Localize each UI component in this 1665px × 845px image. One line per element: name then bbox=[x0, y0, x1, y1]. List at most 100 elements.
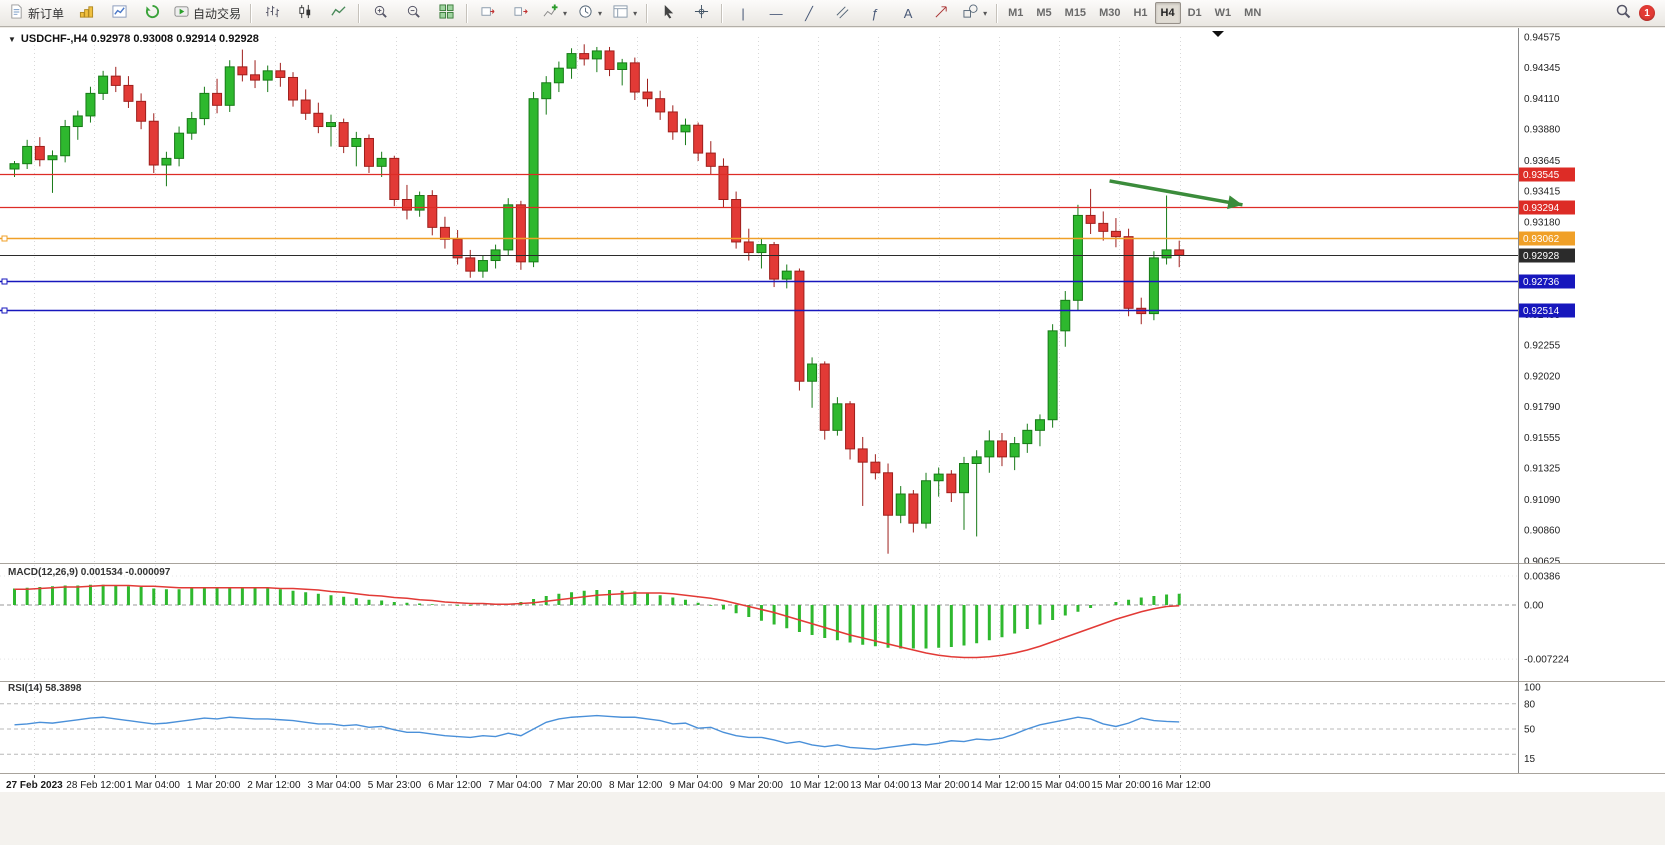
svg-text:7 Mar 20:00: 7 Mar 20:00 bbox=[549, 780, 603, 791]
line-chart-button[interactable] bbox=[322, 1, 354, 25]
chart-area: ▼ USDCHF-,H4 0.92978 0.93008 0.92914 0.9… bbox=[0, 28, 1665, 845]
svg-text:0.92255: 0.92255 bbox=[1524, 340, 1561, 351]
auto-scroll-button[interactable] bbox=[472, 1, 504, 25]
text-button[interactable]: A bbox=[892, 1, 924, 25]
svg-text:0.94345: 0.94345 bbox=[1524, 63, 1561, 74]
cursor-icon bbox=[661, 4, 676, 22]
svg-text:0.93880: 0.93880 bbox=[1524, 125, 1561, 136]
search-icon[interactable] bbox=[1615, 3, 1631, 24]
timeframe-button-m30[interactable]: M30 bbox=[1099, 7, 1121, 19]
svg-text:0.93294: 0.93294 bbox=[1523, 203, 1560, 214]
svg-text:0.92514: 0.92514 bbox=[1523, 306, 1560, 317]
new-order-icon bbox=[9, 4, 24, 22]
symbol-dropdown-icon[interactable]: ▼ bbox=[8, 34, 16, 44]
new-order-button[interactable]: 新订单 bbox=[4, 1, 69, 25]
periods-clock-icon bbox=[578, 4, 593, 22]
timeframe-button-m1[interactable]: M1 bbox=[1008, 7, 1024, 19]
timeframe-button-m5[interactable]: M5 bbox=[1036, 7, 1052, 19]
vertical-line-button[interactable]: | bbox=[727, 1, 759, 25]
svg-text:0.92736: 0.92736 bbox=[1523, 277, 1560, 288]
bar-chart-button[interactable] bbox=[256, 1, 288, 25]
svg-text:9 Mar 04:00: 9 Mar 04:00 bbox=[669, 780, 723, 791]
svg-text:0.93180: 0.93180 bbox=[1524, 218, 1561, 229]
svg-text:0.91555: 0.91555 bbox=[1524, 433, 1561, 444]
auto-trading-label: 自动交易 bbox=[193, 6, 242, 21]
svg-text:6 Mar 12:00: 6 Mar 12:00 bbox=[428, 780, 482, 791]
crosshair-icon bbox=[694, 4, 709, 22]
toolbar-separator bbox=[466, 3, 469, 23]
text-icon: A bbox=[903, 5, 913, 21]
accounts-icon bbox=[79, 4, 94, 22]
zoom-in-button[interactable] bbox=[364, 1, 396, 25]
horizontal-line-button[interactable]: — bbox=[760, 1, 792, 25]
svg-text:14 Mar 12:00: 14 Mar 12:00 bbox=[971, 780, 1030, 791]
svg-text:15 Mar 20:00: 15 Mar 20:00 bbox=[1091, 780, 1150, 791]
trendline-button[interactable]: ╱ bbox=[793, 1, 825, 25]
svg-text:0.94110: 0.94110 bbox=[1524, 94, 1560, 105]
toolbar-right: 1 bbox=[1615, 3, 1661, 24]
community-icon bbox=[145, 4, 160, 22]
indicators-button[interactable]: ▾ bbox=[538, 1, 572, 25]
timeframe-button-h1[interactable]: H1 bbox=[1133, 7, 1148, 19]
shapes-dropdown-icon: ▾ bbox=[983, 8, 988, 18]
arrow-tool-button[interactable] bbox=[925, 1, 957, 25]
svg-text:80: 80 bbox=[1524, 699, 1536, 710]
arrow-tool-icon bbox=[934, 4, 949, 22]
tile-windows-icon bbox=[439, 4, 454, 22]
price-chart[interactable]: 27 Feb 2023 28 Feb 12:00 1 Mar 04:00 1 Mar … bbox=[0, 28, 1665, 845]
toolbar: 新订单 自动交易 ▾ ▾ ▾ | — ╱ ƒ A ▾ M1 M5 M15 M30 H1 H… bbox=[0, 0, 1665, 27]
svg-text:0.90860: 0.90860 bbox=[1524, 525, 1561, 536]
chart-canvas[interactable]: 27 Feb 2023 28 Feb 12:00 1 Mar 04:00 1 Mar … bbox=[0, 28, 1665, 845]
toolbar-separator bbox=[646, 3, 649, 23]
chart-shift-button[interactable] bbox=[505, 1, 537, 25]
rsi-indicator-label: RSI(14) 58.3898 bbox=[8, 683, 82, 694]
candlestick-chart-button[interactable] bbox=[289, 1, 321, 25]
timeframe-button-d1[interactable]: D1 bbox=[1187, 7, 1202, 19]
horizontal-line-icon: — bbox=[769, 5, 783, 21]
svg-text:0.93645: 0.93645 bbox=[1524, 156, 1561, 167]
auto-scroll-icon bbox=[481, 4, 496, 22]
svg-text:27 Feb 2023: 27 Feb 2023 bbox=[6, 780, 63, 791]
accounts-button[interactable] bbox=[70, 1, 102, 25]
svg-text:5 Mar 23:00: 5 Mar 23:00 bbox=[368, 780, 422, 791]
notification-badge[interactable]: 1 bbox=[1639, 5, 1655, 21]
crosshair-button[interactable] bbox=[685, 1, 717, 25]
shapes-button[interactable]: ▾ bbox=[958, 1, 992, 25]
timeframe-button-m15[interactable]: M15 bbox=[1064, 7, 1087, 19]
periods-button[interactable]: ▾ bbox=[573, 1, 607, 25]
timeframe-button-h4[interactable]: H4 bbox=[1154, 2, 1181, 24]
chart-title-text: USDCHF-,H4 0.92978 0.93008 0.92914 0.929… bbox=[20, 33, 259, 45]
charts-button[interactable] bbox=[103, 1, 135, 25]
indicators-dropdown-icon: ▾ bbox=[563, 8, 568, 18]
tile-windows-button[interactable] bbox=[430, 1, 462, 25]
svg-text:0.93545: 0.93545 bbox=[1523, 170, 1560, 181]
svg-text:28 Feb 12:00: 28 Feb 12:00 bbox=[66, 780, 125, 791]
auto-trading-button[interactable]: 自动交易 bbox=[169, 1, 246, 25]
svg-text:16 Mar 12:00: 16 Mar 12:00 bbox=[1152, 780, 1211, 791]
svg-text:0.00386: 0.00386 bbox=[1524, 572, 1561, 583]
timeframe-button-w1[interactable]: W1 bbox=[1214, 7, 1232, 19]
timeframe-button-mn[interactable]: MN bbox=[1244, 7, 1262, 19]
svg-text:0.92928: 0.92928 bbox=[1523, 251, 1560, 262]
svg-text:13 Mar 20:00: 13 Mar 20:00 bbox=[911, 780, 970, 791]
cursor-button[interactable] bbox=[652, 1, 684, 25]
charts-icon bbox=[111, 4, 127, 22]
bar-chart-icon bbox=[265, 4, 280, 22]
svg-text:0.92020: 0.92020 bbox=[1524, 371, 1561, 382]
svg-text:1 Mar 20:00: 1 Mar 20:00 bbox=[187, 780, 241, 791]
svg-text:7 Mar 04:00: 7 Mar 04:00 bbox=[488, 780, 542, 791]
svg-text:10 Mar 12:00: 10 Mar 12:00 bbox=[790, 780, 849, 791]
templates-button[interactable]: ▾ bbox=[608, 1, 642, 25]
zoom-out-button[interactable] bbox=[397, 1, 429, 25]
vertical-line-icon: | bbox=[741, 5, 745, 21]
community-button[interactable] bbox=[136, 1, 168, 25]
svg-text:0.93062: 0.93062 bbox=[1523, 234, 1560, 245]
templates-icon bbox=[613, 4, 628, 22]
zoom-in-icon bbox=[373, 4, 388, 22]
svg-text:8 Mar 12:00: 8 Mar 12:00 bbox=[609, 780, 663, 791]
channel-icon bbox=[835, 4, 850, 22]
svg-text:3 Mar 04:00: 3 Mar 04:00 bbox=[308, 780, 362, 791]
toolbar-separator bbox=[721, 3, 724, 23]
fibonacci-button[interactable]: ƒ bbox=[859, 1, 891, 25]
channel-button[interactable] bbox=[826, 1, 858, 25]
